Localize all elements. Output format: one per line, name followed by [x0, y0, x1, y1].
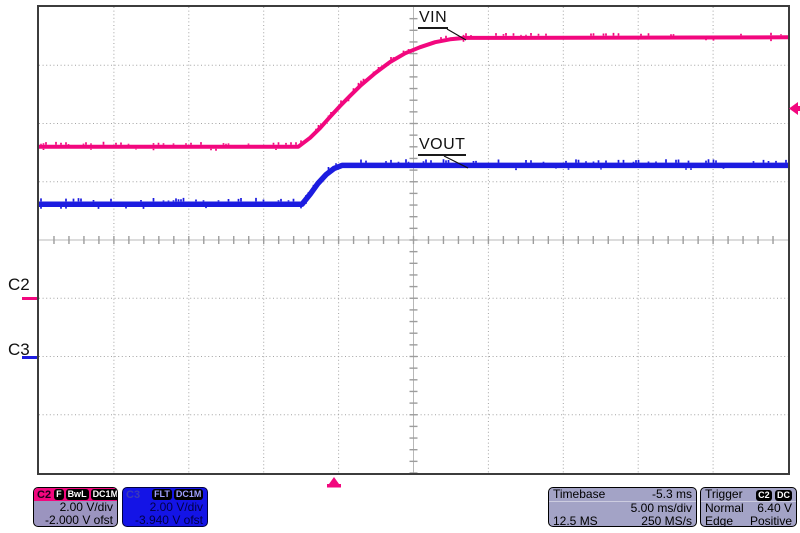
- timebase-descriptor[interactable]: Timebase -5.3 ms 5.00 ms/div 12.5 MS 250…: [548, 487, 697, 527]
- c2-name: C2: [37, 488, 52, 501]
- c2-badge-f: F: [54, 489, 64, 500]
- channel-c2-label: C2: [8, 275, 30, 294]
- trigger-type: Edge: [705, 514, 734, 527]
- waveform-svg: [39, 7, 788, 473]
- vout-trace-label: VOUT: [418, 135, 467, 156]
- trigger-source-badge: C2: [756, 490, 772, 501]
- waveform-grid[interactable]: VIN VOUT: [37, 5, 790, 475]
- c2-badge-coupling: DC1M: [90, 489, 117, 500]
- channel-c2-descriptor[interactable]: C2 F BwL DC1M 2.00 V/div -2.000 V ofst: [33, 487, 118, 527]
- c2-volts-per-div: 2.00 V/div: [59, 500, 113, 514]
- trigger-level: 6.40 V: [757, 501, 792, 515]
- c3-badge-flt: FLT: [152, 489, 172, 500]
- timebase-title: Timebase: [553, 487, 606, 501]
- channel-c3-descriptor[interactable]: C3 FLT DC1M 2.00 V/div -3.940 V ofst: [122, 487, 208, 527]
- channel-c2-offset-marker[interactable]: [22, 297, 37, 300]
- c3-volts-per-div: 2.00 V/div: [149, 500, 203, 514]
- c2-badge-bwl: BwL: [65, 489, 89, 500]
- timebase-delay: -5.3 ms: [651, 487, 692, 501]
- c3-offset: -3.940 V ofst: [134, 513, 203, 527]
- c2-offset: -2.000 V ofst: [44, 513, 113, 527]
- timebase-samples: 12.5 MS: [553, 514, 598, 527]
- trigger-slope: Positive: [749, 514, 792, 527]
- trigger-coupling-badge: DC: [775, 490, 792, 501]
- channel-c3-label: C3: [8, 340, 30, 359]
- trigger-descriptor[interactable]: Trigger C2 DC Normal 6.40 V Edge Positiv…: [700, 487, 797, 527]
- trigger-title: Trigger: [705, 487, 743, 501]
- c3-name: C3: [126, 488, 141, 501]
- c3-badge-coupling: DC1M: [173, 489, 204, 500]
- c2-header: C2 F BwL DC1M: [34, 488, 117, 501]
- vin-trace-label: VIN: [418, 8, 449, 29]
- trigger-mode: Normal: [705, 501, 744, 515]
- trigger-time-marker[interactable]: [326, 477, 342, 488]
- channel-c3-offset-marker[interactable]: [22, 356, 37, 359]
- trigger-level-marker[interactable]: [789, 102, 800, 115]
- c3-header: C3 FLT DC1M: [123, 488, 207, 501]
- timebase-scale: 5.00 ms/div: [630, 501, 692, 515]
- timebase-rate: 250 MS/s: [641, 514, 692, 527]
